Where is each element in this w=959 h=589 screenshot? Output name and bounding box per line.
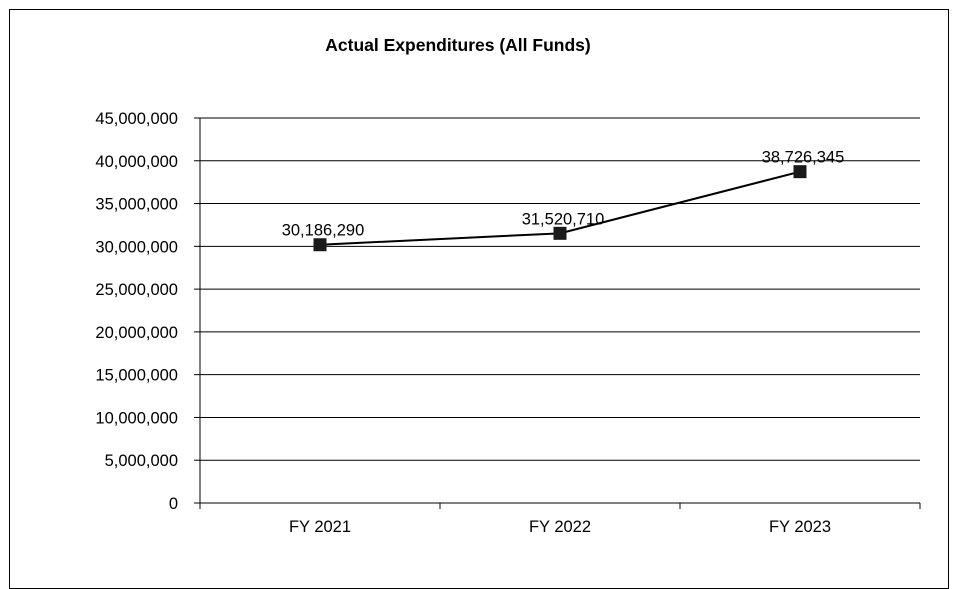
data-label: 38,726,345: [762, 149, 845, 167]
data-point-marker: [553, 226, 567, 240]
y-tick-label: 30,000,000: [95, 238, 178, 256]
y-tick-label: 45,000,000: [95, 110, 178, 128]
axes: [194, 117, 921, 509]
y-tick-label: 35,000,000: [95, 196, 178, 214]
y-tick-label: 20,000,000: [95, 324, 178, 342]
y-tick-label: 40,000,000: [95, 153, 178, 171]
y-tick-label: 10,000,000: [95, 409, 178, 427]
x-tick-label: FY 2023: [769, 518, 831, 536]
series-line: [313, 165, 807, 252]
x-tick-label: FY 2021: [289, 518, 351, 536]
data-label: 31,520,710: [522, 210, 605, 228]
chart-frame: [9, 9, 949, 589]
y-tick-label: 25,000,000: [95, 281, 178, 299]
data-point-marker: [793, 165, 807, 179]
chart-title: Actual Expenditures (All Funds): [325, 35, 590, 55]
x-axis-ticks: FY 2021 FY 2022 FY 2023: [289, 518, 831, 536]
y-tick-label: 0: [169, 495, 178, 513]
y-tick-label: 15,000,000: [95, 367, 178, 385]
y-axis-ticks: 0 5,000,000 10,000,000 15,000,000 20,000,000…: [95, 110, 178, 513]
data-labels: 30,186,290 31,520,710 38,726,345: [282, 149, 845, 240]
data-label: 30,186,290: [282, 222, 365, 240]
data-point-marker: [313, 238, 327, 252]
y-tick-label: 5,000,000: [105, 452, 178, 470]
x-tick-label: FY 2022: [529, 518, 591, 536]
gridlines: [200, 117, 920, 461]
